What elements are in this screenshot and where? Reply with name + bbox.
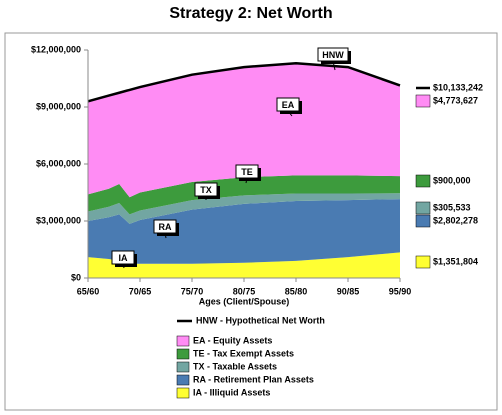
callout-box — [111, 250, 135, 265]
end-swatch — [415, 94, 431, 108]
area — [88, 63, 400, 198]
x-tick-label: 90/85 — [337, 286, 360, 296]
x-tick-label: 85/80 — [285, 286, 308, 296]
end-value-label: $305,533 — [433, 202, 471, 212]
line — [87, 62, 401, 103]
legend-label: TE - Tax Exempt Assets — [193, 348, 294, 358]
callout-box — [235, 164, 259, 179]
area — [88, 252, 400, 278]
callout-label: EA — [282, 100, 295, 110]
end-value-label: $900,000 — [433, 175, 471, 185]
callout-label: HNW — [322, 50, 344, 60]
x-tick-label: 95/90 — [389, 286, 412, 296]
legend-swatch — [176, 387, 190, 399]
x-tick-label: 75/70 — [181, 286, 204, 296]
x-axis-label: Ages (Client/Spouse) — [199, 296, 290, 306]
legend-label: EA - Equity Assets — [193, 335, 272, 345]
y-tick-label: $0 — [71, 272, 81, 282]
callout-box — [153, 219, 177, 234]
callout-label: TX — [200, 185, 212, 195]
legend-label: IA - Illiquid Assets — [193, 387, 270, 397]
callout-box — [317, 47, 349, 62]
x-tick-label: 80/75 — [233, 286, 256, 296]
legend-label: RA - Retirement Plan Assets — [193, 374, 314, 384]
x-tick-label: 65/60 — [77, 286, 100, 296]
callout-label: IA — [119, 253, 129, 263]
callout-box — [194, 182, 218, 197]
area — [88, 175, 400, 215]
area — [88, 193, 400, 224]
callout-label: TE — [241, 167, 253, 177]
legend-swatch — [176, 374, 190, 386]
end-swatch — [415, 174, 431, 188]
end-value-label: $10,133,242 — [433, 82, 483, 92]
x-tick-label: 70/65 — [129, 286, 152, 296]
legend-swatch — [176, 361, 190, 373]
end-swatch — [415, 214, 431, 228]
legend-label: TX - Taxable Assets — [193, 361, 277, 371]
area — [88, 199, 400, 264]
chart-title: Strategy 2: Net Worth — [169, 5, 332, 22]
callout-box — [276, 97, 300, 112]
legend-swatch — [176, 335, 190, 347]
callout-label: RA — [159, 222, 172, 232]
end-swatch — [415, 201, 431, 215]
end-value-label: $4,773,627 — [433, 95, 478, 105]
y-tick-label: $9,000,000 — [36, 101, 81, 111]
end-value-label: $1,351,804 — [433, 256, 478, 266]
legend-swatch — [176, 348, 190, 360]
y-tick-label: $6,000,000 — [36, 158, 81, 168]
y-tick-label: $12,000,000 — [31, 44, 81, 54]
y-tick-label: $3,000,000 — [36, 215, 81, 225]
end-swatch — [415, 255, 431, 269]
end-value-label: $2,802,278 — [433, 215, 478, 225]
legend-label: HNW - Hypothetical Net Worth — [196, 315, 325, 325]
